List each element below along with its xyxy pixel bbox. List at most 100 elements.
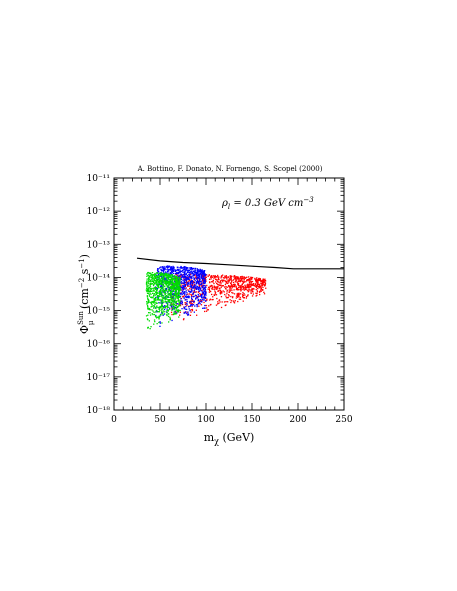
data-point xyxy=(200,295,202,297)
data-point xyxy=(194,284,196,286)
data-point xyxy=(262,289,264,291)
data-point xyxy=(210,285,212,287)
data-point xyxy=(190,267,193,269)
data-point xyxy=(193,268,195,270)
data-point xyxy=(165,275,167,278)
data-point xyxy=(174,310,176,313)
data-point xyxy=(145,289,147,291)
data-point xyxy=(228,285,230,287)
data-point xyxy=(244,284,246,286)
data-point xyxy=(161,311,163,313)
data-point xyxy=(225,280,227,282)
data-point xyxy=(234,300,236,302)
data-point xyxy=(183,271,185,273)
data-point xyxy=(146,273,148,275)
data-point xyxy=(171,283,173,286)
data-point xyxy=(188,306,190,308)
data-point xyxy=(150,287,152,290)
data-point xyxy=(192,287,194,289)
data-point xyxy=(185,311,187,313)
data-point xyxy=(164,305,166,307)
data-point xyxy=(157,272,159,275)
data-point xyxy=(153,319,156,321)
data-point xyxy=(230,277,232,279)
data-point xyxy=(175,277,177,279)
data-point xyxy=(179,287,181,289)
data-point xyxy=(250,277,253,279)
data-point xyxy=(149,301,151,303)
data-point xyxy=(229,286,231,288)
data-point xyxy=(245,285,247,287)
data-point xyxy=(203,270,205,272)
data-point xyxy=(200,275,202,277)
axis-ticks xyxy=(113,177,345,411)
data-point xyxy=(160,268,162,271)
data-point xyxy=(161,306,164,308)
data-point xyxy=(182,295,185,297)
data-point xyxy=(259,279,261,281)
data-point xyxy=(241,283,243,286)
data-point xyxy=(167,276,169,278)
data-point xyxy=(196,287,198,289)
data-point xyxy=(179,305,182,307)
data-point xyxy=(193,283,196,286)
data-point xyxy=(197,303,199,305)
data-point xyxy=(170,274,172,276)
data-point xyxy=(201,291,203,293)
data-point xyxy=(150,326,152,328)
data-point xyxy=(182,319,185,321)
data-point xyxy=(164,288,167,290)
data-point xyxy=(162,306,164,308)
data-point xyxy=(165,274,168,276)
data-point xyxy=(169,291,172,294)
data-point xyxy=(162,275,164,277)
data-point xyxy=(177,278,179,280)
data-point xyxy=(202,271,205,273)
data-point xyxy=(170,295,172,297)
data-point xyxy=(153,284,155,286)
data-point xyxy=(179,289,181,291)
data-point xyxy=(178,282,180,284)
data-point xyxy=(203,295,205,297)
data-point xyxy=(235,286,237,288)
data-point xyxy=(230,288,232,290)
data-point xyxy=(154,294,156,296)
data-point xyxy=(177,266,179,268)
data-point xyxy=(237,276,239,278)
data-point xyxy=(210,278,212,280)
x-tick-label: 100 xyxy=(197,415,214,425)
data-point xyxy=(162,307,165,309)
data-point xyxy=(167,277,169,279)
data-point xyxy=(196,273,198,275)
data-point xyxy=(149,290,152,292)
data-point xyxy=(172,275,175,277)
data-point xyxy=(247,294,249,296)
data-point xyxy=(171,303,173,305)
data-point xyxy=(186,303,188,305)
data-point xyxy=(147,292,149,294)
data-point xyxy=(195,297,198,299)
data-point xyxy=(224,280,226,282)
data-point xyxy=(252,283,254,285)
data-point xyxy=(167,300,169,302)
data-point xyxy=(237,292,239,295)
data-point xyxy=(157,284,159,286)
data-point xyxy=(153,281,155,284)
data-point xyxy=(251,290,254,293)
data-point xyxy=(240,279,242,281)
data-point xyxy=(172,270,175,272)
data-point xyxy=(206,309,208,311)
data-point xyxy=(201,283,203,285)
data-point xyxy=(180,281,183,283)
data-point xyxy=(196,314,198,316)
data-point xyxy=(165,268,167,271)
data-point xyxy=(151,313,153,315)
data-point xyxy=(243,280,245,282)
data-point xyxy=(184,295,186,297)
data-point xyxy=(243,293,245,295)
data-point xyxy=(248,289,251,291)
data-point xyxy=(192,300,194,302)
data-point xyxy=(160,277,163,279)
data-point xyxy=(221,292,223,294)
data-point xyxy=(166,285,169,287)
